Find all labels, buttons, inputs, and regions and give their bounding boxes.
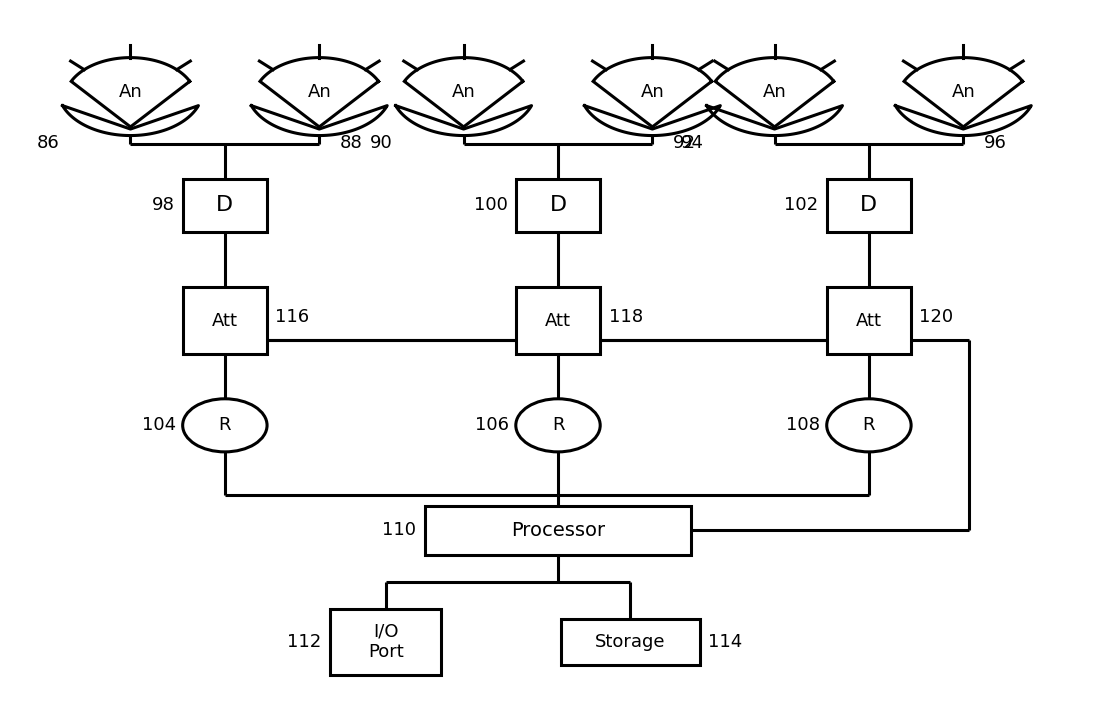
Text: An: An [641,83,664,101]
Text: Att: Att [212,312,238,329]
Circle shape [516,398,600,452]
Text: An: An [118,83,143,101]
FancyBboxPatch shape [183,179,267,232]
Text: An: An [452,83,475,101]
Text: Processor: Processor [511,520,605,539]
Text: An: An [952,83,975,101]
Text: 104: 104 [142,416,176,434]
Text: R: R [551,416,565,434]
Text: D: D [860,195,877,215]
Text: 118: 118 [608,308,643,326]
Polygon shape [715,58,834,127]
Text: Att: Att [545,312,571,329]
FancyBboxPatch shape [827,179,911,232]
Text: 102: 102 [785,196,818,214]
Text: I/O
Port: I/O Port [368,622,404,661]
Text: 96: 96 [984,134,1007,152]
Text: 98: 98 [152,196,174,214]
Text: 112: 112 [287,633,321,651]
FancyBboxPatch shape [330,609,442,675]
FancyBboxPatch shape [517,287,599,353]
Circle shape [827,398,911,452]
FancyBboxPatch shape [827,287,911,353]
Polygon shape [593,58,712,127]
Text: 108: 108 [786,416,820,434]
Text: 86: 86 [37,134,59,152]
Text: R: R [863,416,875,434]
Polygon shape [904,58,1022,127]
Text: R: R [219,416,231,434]
FancyBboxPatch shape [560,619,700,665]
Text: 116: 116 [276,308,309,326]
Polygon shape [895,106,1031,136]
FancyBboxPatch shape [517,179,599,232]
Text: 114: 114 [709,633,743,651]
Text: D: D [217,195,233,215]
Text: 100: 100 [473,196,508,214]
Circle shape [183,398,267,452]
Polygon shape [404,58,523,127]
FancyBboxPatch shape [183,287,267,353]
Text: An: An [307,83,331,101]
Text: Storage: Storage [595,633,665,651]
Polygon shape [62,106,199,136]
Text: 110: 110 [382,521,416,539]
Text: D: D [549,195,567,215]
Polygon shape [251,106,387,136]
Text: 92: 92 [673,134,696,152]
Polygon shape [396,106,531,136]
Text: 94: 94 [681,134,703,152]
Text: 106: 106 [475,416,509,434]
Text: Att: Att [856,312,882,329]
FancyBboxPatch shape [425,505,691,555]
Polygon shape [706,106,843,136]
Text: 90: 90 [369,134,393,152]
Text: 120: 120 [920,308,953,326]
Polygon shape [585,106,720,136]
Text: An: An [762,83,787,101]
Polygon shape [71,58,190,127]
Polygon shape [260,58,378,127]
Text: 88: 88 [340,134,363,152]
